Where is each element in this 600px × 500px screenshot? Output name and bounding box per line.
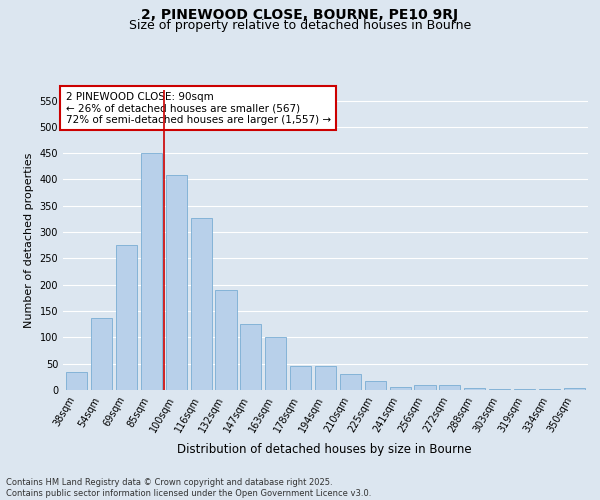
Text: Distribution of detached houses by size in Bourne: Distribution of detached houses by size …: [176, 442, 472, 456]
Bar: [315, 366, 336, 390]
Bar: [415, 384, 436, 390]
Bar: [564, 388, 585, 390]
Bar: [191, 218, 212, 390]
Bar: [489, 389, 510, 390]
Text: 2 PINEWOOD CLOSE: 90sqm
← 26% of detached houses are smaller (567)
72% of semi-d: 2 PINEWOOD CLOSE: 90sqm ← 26% of detache…: [65, 92, 331, 124]
Bar: [439, 386, 460, 390]
Bar: [66, 372, 87, 390]
Bar: [340, 374, 361, 390]
Bar: [265, 337, 286, 390]
Y-axis label: Number of detached properties: Number of detached properties: [24, 152, 34, 328]
Bar: [215, 290, 236, 390]
Bar: [290, 366, 311, 390]
Bar: [116, 246, 137, 390]
Bar: [166, 176, 187, 390]
Bar: [141, 153, 162, 390]
Bar: [91, 318, 112, 390]
Bar: [365, 381, 386, 390]
Text: Size of property relative to detached houses in Bourne: Size of property relative to detached ho…: [129, 19, 471, 32]
Bar: [240, 324, 262, 390]
Bar: [389, 387, 411, 390]
Bar: [464, 388, 485, 390]
Text: Contains HM Land Registry data © Crown copyright and database right 2025.
Contai: Contains HM Land Registry data © Crown c…: [6, 478, 371, 498]
Text: 2, PINEWOOD CLOSE, BOURNE, PE10 9RJ: 2, PINEWOOD CLOSE, BOURNE, PE10 9RJ: [142, 8, 458, 22]
